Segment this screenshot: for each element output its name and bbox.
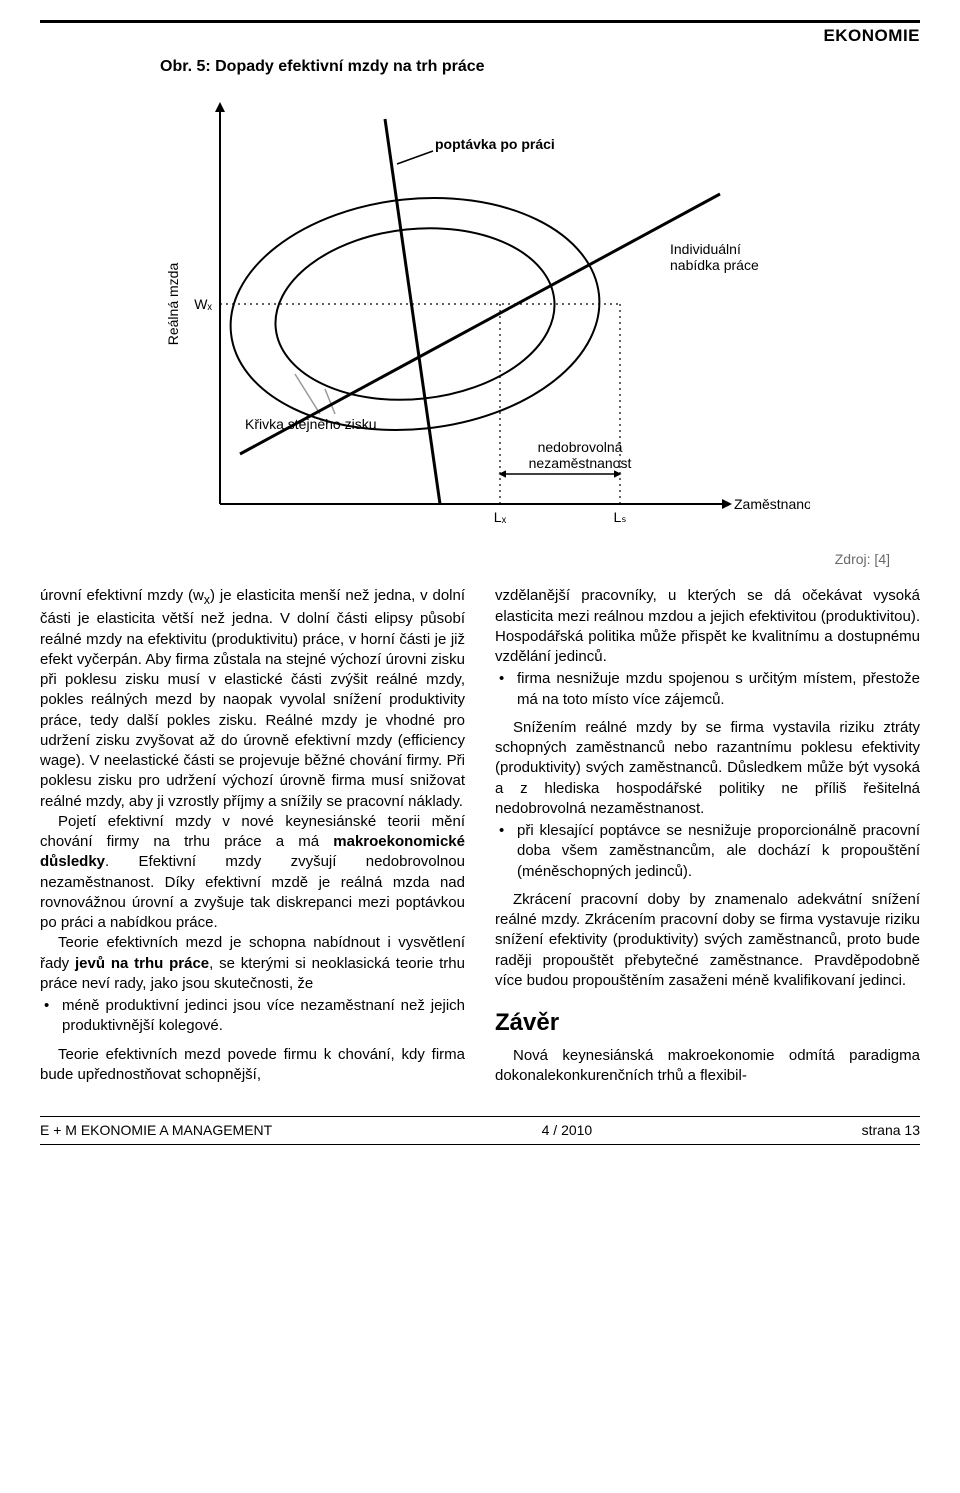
figure-svg: Reálná mzda Zaměstnanost Wₓ Lₓ Lₛ Křivka stej… xyxy=(150,84,810,544)
right-column: vzdělanější pracovníky, u kterých se dá … xyxy=(495,586,920,1086)
body-text: Snížením reálné mzdy by se firma vystavi… xyxy=(495,718,920,819)
footer-mid: 4 / 2010 xyxy=(542,1121,593,1140)
svg-text:Lₓ: Lₓ xyxy=(494,509,507,525)
body-text: Teorie efektivních mezd povede firmu k c… xyxy=(40,1045,465,1086)
svg-text:poptávka po práci: poptávka po práci xyxy=(435,136,555,152)
top-rule xyxy=(40,20,920,23)
text: ) je elasticita menší než jedna, v dolní… xyxy=(40,587,465,809)
two-column-body: úrovní efektivní mzdy (wx) je elasticita… xyxy=(40,586,920,1086)
figure-caption: Obr. 5: Dopady efektivní mzdy na trh prá… xyxy=(160,56,920,78)
conclusion-heading: Závěr xyxy=(495,1007,920,1039)
bullet-list: méně produktivní jedinci jsou více nezam… xyxy=(40,996,465,1037)
section-label: EKONOMIE xyxy=(40,25,920,48)
svg-text:Zaměstnanost: Zaměstnanost xyxy=(734,496,810,512)
figure-5: Obr. 5: Dopady efektivní mzdy na trh prá… xyxy=(40,56,920,568)
body-text: Zkrácení pracovní doby by znamenalo adek… xyxy=(495,890,920,991)
bullet-list: firma nesnižuje mzdu spojenou s určitým … xyxy=(495,669,920,710)
list-item: méně produktivní jedinci jsou více nezam… xyxy=(40,996,465,1037)
svg-text:Wₓ: Wₓ xyxy=(194,296,212,312)
svg-text:nezaměstnanost: nezaměstnanost xyxy=(529,455,632,471)
svg-text:Reálná mzda: Reálná mzda xyxy=(165,262,181,345)
body-text: Teorie efektivních mezd je schopna nabíd… xyxy=(40,933,465,994)
bullet-list: při klesající poptávce se nesnižuje prop… xyxy=(495,821,920,882)
svg-text:Individuální: Individuální xyxy=(670,241,741,257)
figure-source: Zdroj: [4] xyxy=(40,550,890,569)
footer-right: strana 13 xyxy=(862,1121,920,1140)
list-item: firma nesnižuje mzdu spojenou s určitým … xyxy=(495,669,920,710)
body-text: Nová keynesiánská makroekonomie odmítá p… xyxy=(495,1046,920,1087)
svg-text:nedobrovolná: nedobrovolná xyxy=(538,439,623,455)
body-text: Pojetí efektivní mzdy v nové keynesiánsk… xyxy=(40,812,465,934)
page-footer: E + M EKONOMIE A MANAGEMENT 4 / 2010 str… xyxy=(40,1116,920,1145)
svg-text:Křivka stejného zisku: Křivka stejného zisku xyxy=(245,416,377,432)
footer-left: E + M EKONOMIE A MANAGEMENT xyxy=(40,1121,272,1140)
body-text: úrovní efektivní mzdy (wx) je elasticita… xyxy=(40,586,465,811)
left-column: úrovní efektivní mzdy (wx) je elasticita… xyxy=(40,586,465,1086)
bold-text: jevů na trhu práce xyxy=(75,955,209,972)
text: úrovní efektivní mzdy (w xyxy=(40,587,204,604)
svg-text:nabídka práce: nabídka práce xyxy=(670,257,759,273)
svg-text:Lₛ: Lₛ xyxy=(613,509,626,525)
list-item: při klesající poptávce se nesnižuje prop… xyxy=(495,821,920,882)
body-text: vzdělanější pracovníky, u kterých se dá … xyxy=(495,586,920,667)
